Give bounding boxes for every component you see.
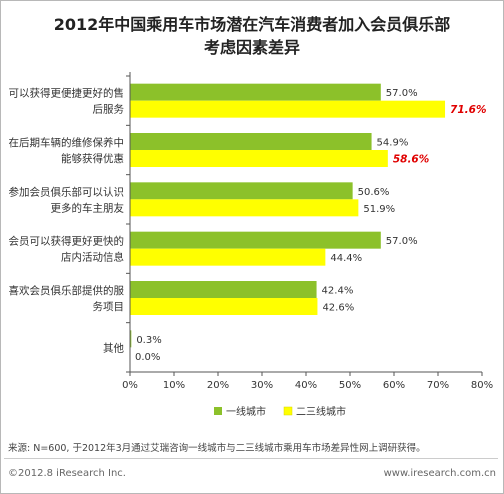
value-label-tier1-3: 57.0% <box>386 236 418 247</box>
category-label-4-1: 务项目 <box>93 300 125 313</box>
x-tick-label-1: 10% <box>163 380 185 391</box>
category-label-5-0: 其他 <box>103 341 124 354</box>
value-label-tier23-1: 58.6% <box>393 154 429 166</box>
value-label-tier1-2: 50.6% <box>358 187 390 198</box>
category-label-0-0: 可以获得更便捷更好的售 <box>9 87 125 100</box>
category-label-2-0: 参加会员俱乐部可以认识 <box>9 185 125 198</box>
legend-swatch-tier23 <box>283 406 293 416</box>
x-tick-label-4: 40% <box>295 380 317 391</box>
x-tick-label-5: 50% <box>339 380 361 391</box>
footer-website: www.iresearch.com.cn <box>383 468 496 479</box>
bar-tier1-1 <box>130 133 372 150</box>
x-tick-label-0: 0% <box>122 380 138 391</box>
bar-tier23-1 <box>130 150 388 167</box>
category-label-3-0: 会员可以获得更好更快的 <box>9 235 125 248</box>
bar-tier1-0 <box>130 83 381 101</box>
value-label-tier1-1: 54.9% <box>377 138 409 149</box>
value-label-tier23-5: 0.0% <box>135 352 160 363</box>
source-note: 来源: N=600, 于2012年3月通过艾瑞咨询一线城市与二三线城市乘用车市场… <box>8 443 426 454</box>
bar-tier23-4 <box>130 298 318 315</box>
value-label-tier1-0: 57.0% <box>386 88 418 99</box>
category-label-0-1: 后服务 <box>93 103 125 116</box>
category-label-1-0: 在后期车辆的维修保养中 <box>9 136 125 149</box>
category-label-4-0: 喜欢会员俱乐部提供的服 <box>9 284 125 297</box>
category-label-1-1: 能够获得优惠 <box>61 152 124 165</box>
value-label-tier23-3: 44.4% <box>330 253 362 264</box>
category-label-2-1: 更多的车主朋友 <box>51 201 125 214</box>
value-label-tier1-4: 42.4% <box>322 286 354 297</box>
legend-label-tier23: 二三线城市 <box>296 405 346 418</box>
x-tick-label-7: 70% <box>427 380 449 391</box>
legend-swatch-tier1 <box>214 407 222 415</box>
chart-title: 2012年中国乘用车市场潜在汽车消费者加入会员俱乐部 <box>53 15 451 34</box>
x-tick-label-6: 60% <box>383 380 405 391</box>
value-label-tier23-4: 42.6% <box>322 303 354 314</box>
bar-tier1-3 <box>130 231 381 249</box>
bar-tier1-2 <box>130 182 353 200</box>
bar-tier23-2 <box>130 199 359 217</box>
value-label-tier23-2: 51.9% <box>363 204 395 215</box>
bar-tier23-3 <box>130 248 326 266</box>
footer-divider <box>4 458 498 459</box>
value-label-tier23-0: 71.6% <box>450 104 486 116</box>
footer-copyright: ©2012.8 iResearch Inc. <box>8 468 126 479</box>
bar-tier23-0 <box>130 100 446 118</box>
x-tick-label-3: 30% <box>251 380 273 391</box>
legend-label-tier1: 一线城市 <box>226 405 266 418</box>
bar-tier1-5 <box>130 330 132 348</box>
category-label-3-1: 店内活动信息 <box>61 251 124 264</box>
value-label-tier1-5: 0.3% <box>136 335 161 346</box>
x-tick-label-8: 80% <box>471 380 493 391</box>
x-tick-label-2: 20% <box>207 380 229 391</box>
bar-tier1-4 <box>130 281 317 298</box>
chart-subtitle: 考虑因素差异 <box>203 38 300 57</box>
